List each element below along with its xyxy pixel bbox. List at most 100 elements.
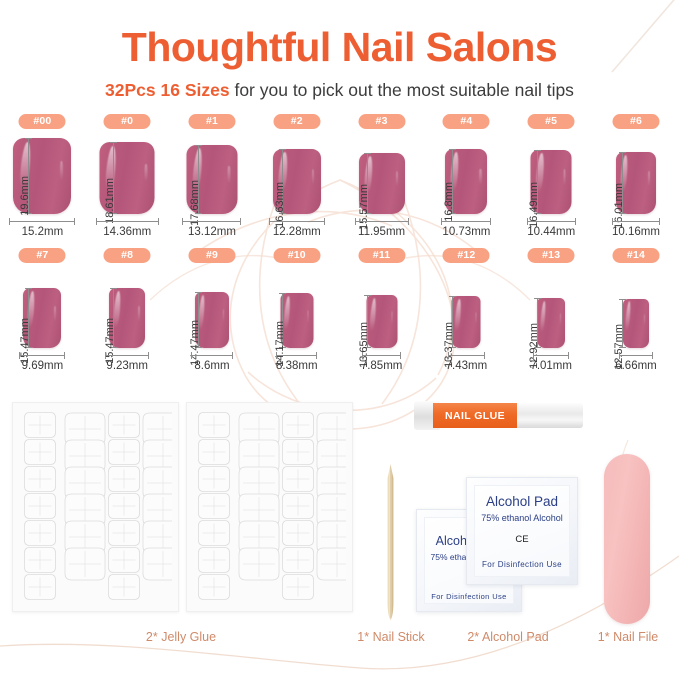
nail-size-cell: #12 13.37mm 7.43mm <box>424 248 509 382</box>
nail-size-pill: #0 <box>103 114 151 129</box>
nail-size-cell: #4 16.8mm 10.73mm <box>424 114 509 248</box>
nail-height-dimension: 12.92mm <box>512 268 541 369</box>
nail-height-dimension: 16.49mm <box>512 134 541 228</box>
nail-height-dimension: 16.8mm <box>427 134 456 221</box>
jelly-tabs-2 <box>198 412 358 600</box>
nail-size-cell: #0 18.61mm 14.36mm <box>85 114 170 248</box>
jelly-glue-tab <box>64 493 106 527</box>
jelly-glue-tab <box>198 493 230 519</box>
nail-width-label: 7.43mm <box>445 360 488 372</box>
nail-size-cell: #11 13.65mm 7.85mm <box>339 248 424 382</box>
glue-label-text: NAIL GLUE <box>445 409 505 422</box>
nail-size-pill: #00 <box>18 114 66 129</box>
nail-width-label: 9.23mm <box>106 360 148 372</box>
alcohol-pad-front-subtitle: 75% ethanol Alcohol <box>481 513 563 523</box>
nail-size-pill: #9 <box>188 248 236 263</box>
nail-tip <box>451 296 481 348</box>
nail-size-cell: #6 16.01mm 10.16mm <box>594 114 679 248</box>
nail-tip <box>537 298 566 348</box>
nail-size-cell: #1 17.68mm 13.12mm <box>170 114 255 248</box>
jelly-glue-tab <box>316 547 358 581</box>
nail-width-label: 8.6mm <box>194 360 230 372</box>
nail-size-cell: #5 16.49mm 10.44mm <box>509 114 594 248</box>
nail-tip <box>109 288 146 348</box>
nail-tip <box>99 142 155 214</box>
nail-tip-area <box>0 268 85 348</box>
nail-tip <box>615 152 656 214</box>
header: Thoughtful Nail Salons 32Pcs 16 Sizes fo… <box>0 0 679 101</box>
nail-size-pill: #13 <box>527 248 575 263</box>
jelly-glue-tab <box>24 412 56 438</box>
nail-width-label: 8.38mm <box>276 360 318 372</box>
nail-width-label: 14.36mm <box>103 226 152 238</box>
nail-tip-area <box>594 134 679 214</box>
jelly-glue-tab <box>198 520 230 546</box>
jelly-glue-tab <box>24 466 56 492</box>
nail-tip-area <box>0 134 85 214</box>
jelly-glue-tab <box>198 412 230 438</box>
jelly-glue-sheet-1 <box>12 402 184 612</box>
nail-size-pill: #12 <box>442 248 490 263</box>
nail-tip <box>186 145 238 214</box>
nail-height-dimension: 15.47mm <box>3 268 32 364</box>
jelly-glue-tab <box>198 466 230 492</box>
nail-glue-tube: NAIL GLUE <box>414 398 583 432</box>
jelly-glue-tab <box>238 547 280 581</box>
nail-size-cell: #2 16.63mm 12.28mm <box>254 114 339 248</box>
nail-tip-area <box>594 268 679 348</box>
alcohol-pad-front-footer: For Disinfection Use <box>481 560 563 569</box>
nail-size-pill: #11 <box>358 248 406 263</box>
accessory-captions: 2* Jelly Glue 1* Nail Stick 2* Alcohol Pad… <box>0 630 679 660</box>
nail-height-dimension: 13.65mm <box>342 268 372 367</box>
jelly-glue-tab <box>108 439 140 465</box>
jelly-glue-tab <box>24 547 56 573</box>
nail-width-dimension: 9.69mm <box>0 352 85 374</box>
nail-tip-area <box>85 134 170 214</box>
nail-width-label: 9.69mm <box>21 360 64 372</box>
nail-size-pill: #6 <box>612 114 660 129</box>
nail-size-cell: #3 15.57mm 11.95mm <box>339 114 424 248</box>
nail-width-dimension: 8.38mm <box>254 352 339 374</box>
nail-tip-area <box>509 268 594 348</box>
nail-width-label: 15.2mm <box>21 226 64 238</box>
nail-width-label: 7.01mm <box>530 360 572 372</box>
nail-tip <box>366 295 398 348</box>
jelly-glue-tab <box>108 412 140 438</box>
nail-height-dimension: 14.47mm <box>173 268 202 366</box>
nail-size-pill: #3 <box>358 114 406 129</box>
nail-size-pill: #8 <box>103 248 151 263</box>
jelly-glue-tab <box>282 466 314 492</box>
jelly-glue-tab <box>282 412 314 438</box>
nail-height-dimension: 18.61mm <box>88 134 117 224</box>
jelly-glue-tab <box>282 547 314 573</box>
jelly-glue-tab <box>238 520 280 554</box>
alcohol-pad-back-footer: For Disinfection Use <box>431 592 507 601</box>
page-title: Thoughtful Nail Salons <box>121 24 558 70</box>
nail-width-dimension: 10.73mm <box>424 218 509 240</box>
nail-size-cell: #8 15.47mm 9.23mm <box>85 248 170 382</box>
accessory-caption: 2* Alcohol Pad <box>467 630 549 644</box>
nail-width-dimension: 7.43mm <box>424 352 509 374</box>
nail-size-pill: #2 <box>273 114 321 129</box>
nail-tip <box>622 299 649 348</box>
nail-width-dimension: 14.36mm <box>85 218 170 240</box>
nail-width-dimension: 7.85mm <box>339 352 424 374</box>
nail-width-dimension: 9.23mm <box>85 352 170 374</box>
nail-tip-area <box>170 268 255 348</box>
jelly-glue-tab <box>24 439 56 465</box>
jelly-glue-tab <box>282 574 314 600</box>
jelly-glue-tab <box>282 493 314 519</box>
jelly-glue-tab <box>64 547 106 581</box>
nail-size-cell: #14 12.57mm 6.66mm <box>594 248 679 382</box>
nail-width-dimension: 11.95mm <box>339 218 424 240</box>
nail-tip <box>194 292 229 348</box>
nail-width-label: 12.28mm <box>272 226 321 238</box>
nail-height-label: 16.8mm <box>443 181 455 222</box>
nail-height-dimension: 19.6mm <box>3 134 32 216</box>
nail-width-label: 13.12mm <box>188 226 236 238</box>
nail-height-dimension: 14.17mm <box>257 268 287 366</box>
nail-width-dimension: 6.66mm <box>594 352 679 374</box>
nail-width-label: 6.66mm <box>615 360 657 372</box>
nail-width-label: 10.44mm <box>527 226 576 238</box>
